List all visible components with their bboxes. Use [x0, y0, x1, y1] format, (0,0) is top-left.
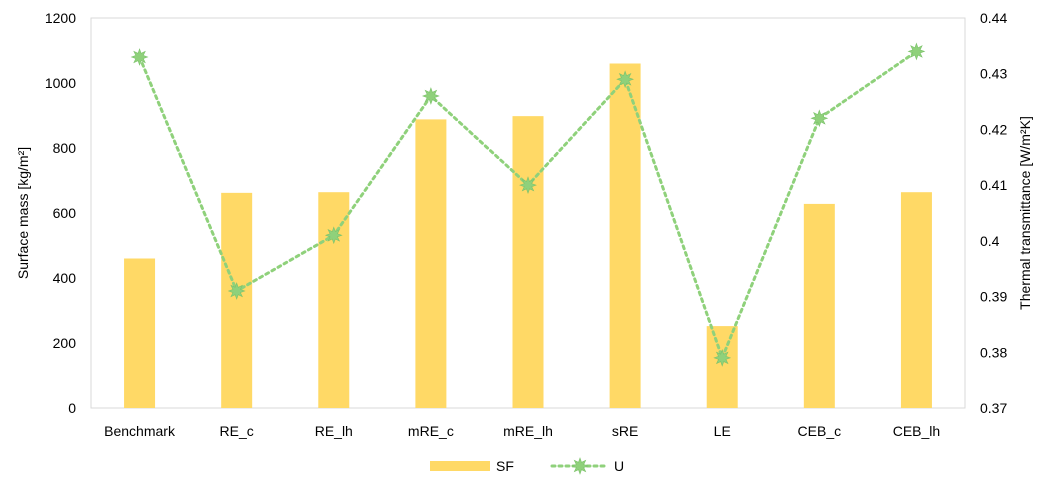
y-left-tick-label: 400: [53, 270, 77, 286]
legend-swatch-sf: [430, 461, 490, 471]
x-tick-label: CEB_c: [798, 423, 842, 439]
u-point-sre: [616, 70, 635, 89]
u-point-re_lh: [324, 226, 343, 245]
legend-label-sf: SF: [496, 458, 514, 474]
x-tick-label: LE: [714, 423, 731, 439]
y-axis-right-title: Thermal transmittance [W/m²K]: [1017, 116, 1033, 310]
legend: SF U: [430, 457, 624, 475]
x-tick-label: CEB_lh: [893, 423, 940, 439]
y-axis-left-title: Surface mass [kg/m²]: [15, 147, 31, 279]
u-point-re_c: [227, 282, 246, 300]
y-left-tick-label: 800: [53, 140, 77, 156]
bar-sre: [609, 63, 641, 408]
x-tick-label: RE_c: [220, 423, 254, 439]
x-tick-label: mRE_c: [408, 423, 454, 439]
bar-re_c: [221, 192, 253, 408]
y-right-tick-label: 0.37: [980, 400, 1007, 416]
bar-mre_c: [415, 119, 447, 409]
y-left-tick-label: 1200: [45, 10, 76, 26]
y-right-tick-label: 0.39: [980, 289, 1007, 305]
legend-label-u: U: [614, 458, 624, 474]
y-right-tick-label: 0.43: [980, 66, 1007, 82]
y-left-tick-label: 1000: [45, 75, 76, 91]
legend-swatch-u-marker: [571, 457, 589, 475]
u-point-ceb_c: [810, 109, 829, 128]
y-right-tick-label: 0.41: [980, 177, 1007, 193]
bar-re_lh: [318, 192, 350, 408]
line-series-u: [130, 42, 926, 367]
y-right-tick-label: 0.42: [980, 121, 1007, 137]
y-right-tick-label: 0.4: [980, 233, 1000, 249]
y-right-tick-label: 0.38: [980, 344, 1007, 360]
u-point-le: [713, 348, 732, 367]
y-left-tick-label: 200: [53, 335, 77, 351]
y-left-tick-label: 600: [53, 205, 77, 221]
u-point-mre_c: [421, 87, 440, 105]
x-tick-label: sRE: [612, 423, 638, 439]
bar-le: [706, 326, 738, 408]
y-left-tick-label: 0: [68, 400, 76, 416]
bar-ceb_c: [803, 203, 835, 408]
x-tick-label: Benchmark: [104, 423, 176, 439]
y-axis-right-ticks: 0.37 0.38 0.39 0.4 0.41 0.42 0.43 0.44: [980, 10, 1007, 416]
y-axis-left-ticks: 0 200 400 600 800 1000 1200: [45, 10, 76, 416]
bar-mre_lh: [512, 116, 544, 409]
x-axis-ticks: Benchmark RE_c RE_lh mRE_c mRE_lh sRE LE CEB_c C…: [104, 423, 940, 439]
u-point-ceb_lh: [907, 42, 926, 61]
u-point-mre_lh: [519, 176, 537, 195]
bar-benchmark: [124, 258, 156, 408]
x-tick-label: RE_lh: [315, 423, 353, 439]
bar-ceb_lh: [900, 192, 932, 408]
u-point-benchmark: [130, 48, 149, 66]
bar-series-sf: [124, 63, 932, 409]
x-tick-label: mRE_lh: [503, 423, 553, 439]
y-right-tick-label: 0.44: [980, 10, 1007, 26]
